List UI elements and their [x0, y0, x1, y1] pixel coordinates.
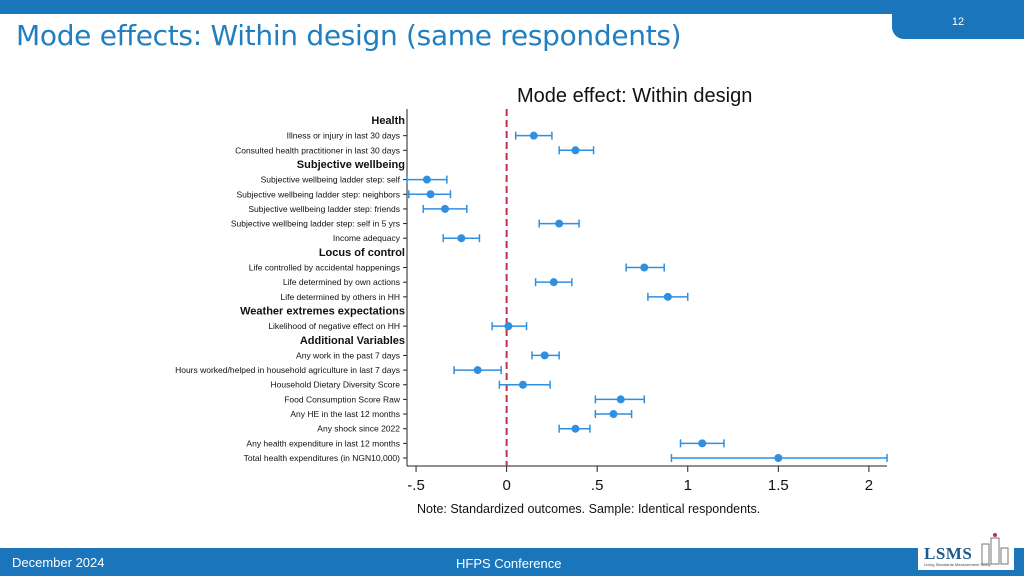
estimate-point: [571, 424, 580, 433]
estimate-point: [640, 263, 649, 272]
chart-panel: Mode effect: Within design -.5 0 .5 1 1.5 2 Hea…: [140, 76, 900, 526]
row-label: Any work in the past 7 days: [296, 350, 400, 360]
estimate-point: [555, 219, 564, 228]
estimate-point: [616, 395, 625, 404]
row-label: Any HE in the last 12 months: [290, 409, 400, 419]
row-label: Illness or injury in last 30 days: [287, 131, 400, 141]
estimate-point: [504, 322, 513, 331]
estimate-point: [549, 278, 558, 287]
x-tick-label: .5: [591, 477, 604, 494]
building-icon: [981, 533, 1009, 565]
group-label: Weather extremes expectations: [240, 305, 405, 317]
row-label: Any shock since 2022: [317, 424, 400, 434]
estimate-point: [441, 204, 450, 213]
slide-title: Mode effects: Within design (same respon…: [16, 19, 682, 52]
estimate-point: [529, 131, 538, 140]
estimate-point: [571, 146, 580, 155]
row-label: Food Consumption Score Raw: [284, 394, 401, 404]
estimate-point: [422, 175, 431, 184]
footer-bar: December 2024 HFPS Conference: [0, 548, 1024, 576]
footer-date: December 2024: [12, 555, 105, 570]
x-tick-label: -.5: [407, 477, 425, 494]
chart-title: Mode effect: Within design: [517, 85, 752, 107]
row-label: Life determined by own actions: [283, 277, 400, 287]
row-label: Subjective wellbeing ladder step: friend…: [248, 204, 400, 214]
row-label: Any health expenditure in last 12 months: [246, 438, 400, 448]
chart-note: Note: Standardized outcomes. Sample: Ide…: [417, 502, 760, 516]
estimate-point: [473, 366, 482, 375]
row-label: Life controlled by accidental happenings: [249, 263, 400, 273]
estimate-point: [609, 410, 618, 419]
estimate-point: [663, 292, 672, 301]
logo-subtitle: Living Standards Measurement Study: [924, 562, 991, 567]
x-tick-label: 0: [502, 477, 510, 494]
row-label: Likelihood of negative effect on HH: [268, 321, 400, 331]
group-label: Locus of control: [319, 247, 405, 259]
row-label: Household Dietary Diversity Score: [271, 380, 401, 390]
row-label: Consulted health practitioner in last 30…: [235, 145, 400, 155]
coefficient-plot: Mode effect: Within design -.5 0 .5 1 1.5 2 Hea…: [175, 85, 888, 516]
estimate-point: [774, 454, 783, 462]
x-tick-label: 2: [865, 477, 873, 494]
row-label: Total health expenditures (in NGN10,000): [244, 453, 401, 463]
lsms-logo: LSMS Living Standards Measurement Study: [918, 530, 1014, 570]
estimate-point: [426, 190, 435, 199]
estimate-point: [540, 351, 549, 360]
page-number: 12: [892, 0, 1024, 39]
group-label: Additional Variables: [300, 335, 405, 347]
x-tick-label: 1: [684, 477, 692, 494]
estimate-point: [457, 234, 466, 243]
top-banner: [0, 0, 1024, 14]
row-label: Hours worked/helped in household agricul…: [175, 365, 400, 375]
row-label: Life determined by others in HH: [280, 292, 400, 302]
estimate-point: [518, 380, 527, 389]
row-label: Subjective wellbeing ladder step: self i…: [231, 219, 400, 229]
estimate-point: [698, 439, 707, 448]
group-label: Health: [371, 115, 405, 127]
logo-text: LSMS: [924, 544, 973, 563]
row-label: Income adequacy: [333, 233, 401, 243]
footer-event: HFPS Conference: [456, 556, 562, 571]
row-label: Subjective wellbeing ladder step: neighb…: [237, 189, 401, 199]
row-label: Subjective wellbeing ladder step: self: [261, 175, 401, 185]
x-tick-label: 1.5: [768, 477, 789, 494]
group-label: Subjective wellbeing: [297, 159, 405, 171]
